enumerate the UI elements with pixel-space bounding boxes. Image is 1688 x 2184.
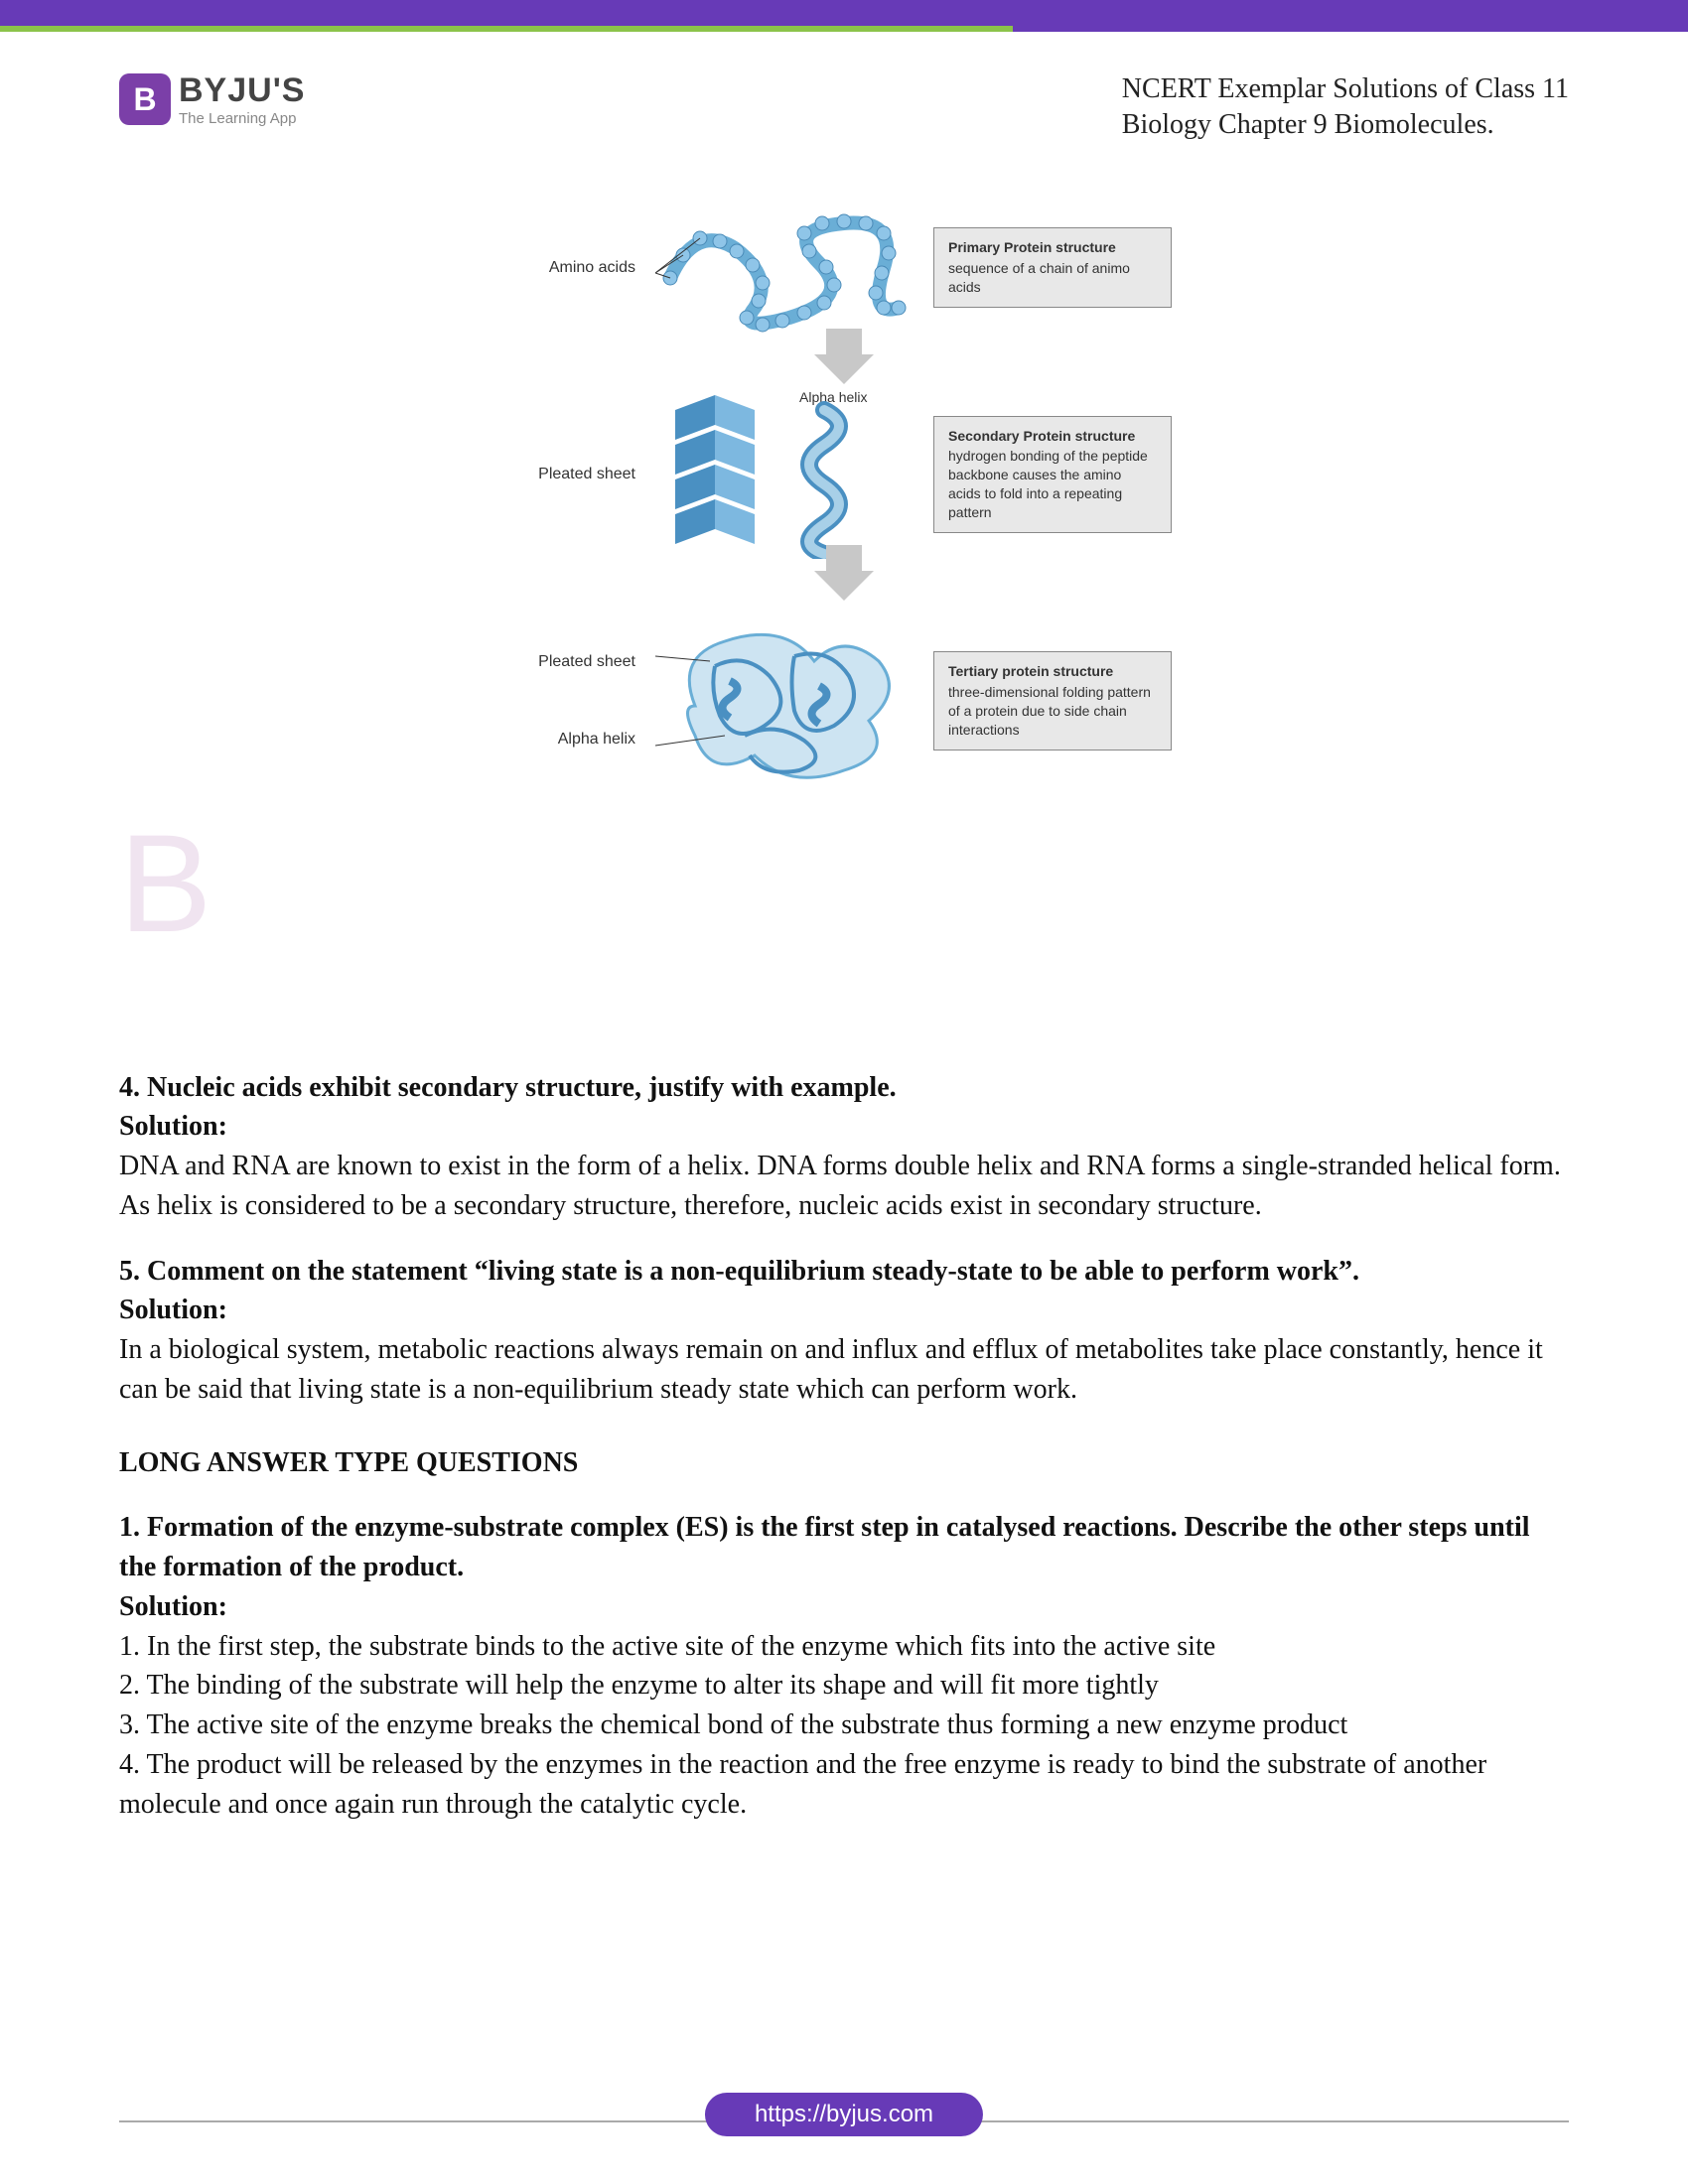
tertiary-box-title: Tertiary protein structure — [948, 662, 1157, 681]
q5-title: 5. Comment on the statement “living stat… — [119, 1252, 1569, 1292]
tertiary-box-desc: three-dimensional folding pattern of a p… — [948, 684, 1151, 738]
pleated-sheet-label-2: Pleated sheet — [516, 653, 635, 671]
secondary-box-desc: hydrogen bonding of the peptide backbone… — [948, 448, 1148, 520]
primary-chain-svg — [655, 194, 914, 342]
q4-body: DNA and RNA are known to exist in the fo… — [119, 1147, 1569, 1226]
logo-badge: B — [119, 73, 171, 125]
q5-body: In a biological system, metabolic reacti… — [119, 1330, 1569, 1410]
q4-solution-label: Solution: — [119, 1107, 1569, 1147]
tertiary-svg — [655, 607, 914, 795]
q1long-title: 1. Formation of the enzyme-substrate com… — [119, 1508, 1569, 1587]
logo-name: BYJU'S — [179, 71, 305, 110]
page-header: B BYJU'S The Learning App NCERT Exemplar… — [0, 32, 1688, 164]
arrow-1 — [814, 354, 874, 384]
q1long-step1: 1. In the first step, the substrate bind… — [119, 1627, 1569, 1667]
logo-tagline: The Learning App — [179, 110, 305, 127]
q1long-step3: 3. The active site of the enzyme breaks … — [119, 1706, 1569, 1745]
secondary-svg: Alpha helix — [655, 390, 914, 559]
tertiary-row: Pleated sheet Alpha helix Tertiary prote… — [467, 607, 1221, 795]
secondary-info-box: Secondary Protein structure hydrogen bon… — [933, 416, 1172, 533]
arrow-2 — [814, 571, 874, 601]
secondary-box-title: Secondary Protein structure — [948, 427, 1157, 446]
secondary-row: Pleated sheet Alpha helix Secondary Prot… — [467, 390, 1221, 559]
q4-title: 4. Nucleic acids exhibit secondary struc… — [119, 1068, 1569, 1108]
q5-solution-label: Solution: — [119, 1291, 1569, 1330]
section-heading: LONG ANSWER TYPE QUESTIONS — [119, 1443, 1569, 1483]
primary-box-desc: sequence of a chain of animo acids — [948, 260, 1130, 295]
q1long-step2: 2. The binding of the substrate will hel… — [119, 1666, 1569, 1706]
pleated-sheet-icon — [675, 395, 755, 544]
primary-info-box: Primary Protein structure sequence of a … — [933, 227, 1172, 308]
amino-acids-label: Amino acids — [516, 259, 635, 277]
logo: B BYJU'S The Learning App — [119, 71, 305, 127]
header-line2: Biology Chapter 9 Biomolecules. — [1122, 107, 1569, 143]
tertiary-info-box: Tertiary protein structure three-dimensi… — [933, 651, 1172, 751]
q1long-solution-label: Solution: — [119, 1587, 1569, 1627]
pleated-sheet-label-1: Pleated sheet — [516, 466, 635, 483]
footer-url-pill[interactable]: https://byjus.com — [705, 2093, 983, 2136]
content-body: B 4. Nucleic acids exhibit secondary str… — [0, 845, 1688, 1924]
primary-row: Amino acids Primary Protein structure se… — [467, 194, 1221, 342]
logo-text: BYJU'S The Learning App — [179, 71, 305, 127]
header-line1: NCERT Exemplar Solutions of Class 11 — [1122, 71, 1569, 107]
primary-box-title: Primary Protein structure — [948, 238, 1157, 257]
header-title: NCERT Exemplar Solutions of Class 11 Bio… — [1122, 71, 1569, 144]
alpha-helix-icon — [809, 410, 839, 554]
watermark: B — [119, 785, 1569, 983]
q1long-step4: 4. The product will be released by the e… — [119, 1745, 1569, 1825]
alpha-helix-label-inline: Alpha helix — [799, 390, 868, 405]
top-bar — [0, 0, 1688, 26]
alpha-helix-label-2: Alpha helix — [516, 731, 635, 749]
protein-diagram: Amino acids Primary Protein structure se… — [467, 194, 1221, 795]
tertiary-left-labels: Pleated sheet Alpha helix — [516, 653, 635, 749]
